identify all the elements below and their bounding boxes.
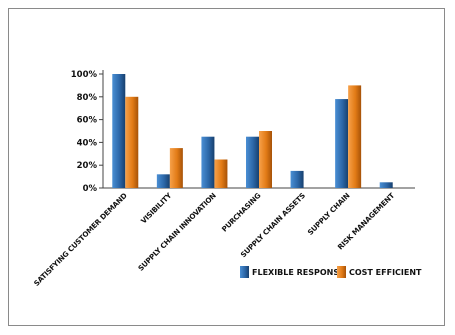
y-tick-label: 0%: [83, 184, 98, 194]
bar: [290, 170, 304, 188]
bar: [246, 136, 259, 188]
bar: [259, 131, 272, 188]
legend-swatch: [240, 266, 249, 278]
legend: FLEXIBLE RESPONSE COST EFFICIENT: [240, 266, 422, 278]
y-tick-label: 100%: [71, 70, 98, 80]
legend-swatch: [337, 266, 346, 278]
bar: [156, 174, 170, 188]
x-tick-label: SUPPLY CHAIN: [306, 191, 352, 237]
x-tick-label: PURCHASING: [220, 191, 263, 234]
y-tick-label: 60%: [77, 116, 98, 126]
y-tick-label: 40%: [77, 138, 98, 148]
axes: 0% 20% 40% 60% 80% 100%: [71, 70, 415, 194]
x-tick-label: SUPPLY CHAIN INNOVATION: [136, 191, 218, 273]
bars: [112, 74, 393, 188]
bar: [125, 96, 139, 188]
bar: [201, 136, 215, 188]
x-tick-label: SATISFYING CUSTOMER DEMAND: [32, 191, 129, 288]
legend-label: FLEXIBLE RESPONSE: [252, 268, 345, 277]
bar: [214, 159, 228, 188]
legend-label: COST EFFICIENT: [349, 268, 422, 277]
bar: [379, 182, 393, 188]
bar: [335, 99, 349, 188]
x-tick-label: VISIBILITY: [139, 190, 174, 225]
y-tick-label: 20%: [77, 161, 98, 171]
bar: [112, 74, 126, 188]
bar: [348, 85, 362, 188]
bar: [169, 148, 183, 188]
y-tick-label: 80%: [77, 93, 98, 103]
